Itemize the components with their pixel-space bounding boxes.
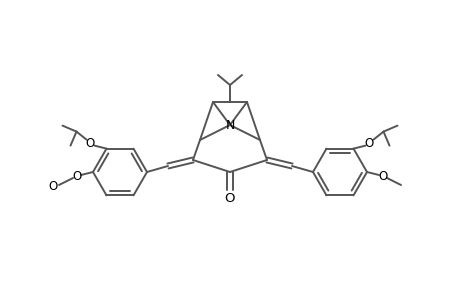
Text: O: O bbox=[364, 137, 373, 150]
Text: O: O bbox=[86, 137, 95, 150]
Text: O: O bbox=[72, 170, 81, 184]
Text: O: O bbox=[48, 179, 57, 193]
Text: O: O bbox=[378, 170, 387, 184]
Text: O: O bbox=[224, 191, 235, 205]
Text: N: N bbox=[225, 118, 234, 131]
